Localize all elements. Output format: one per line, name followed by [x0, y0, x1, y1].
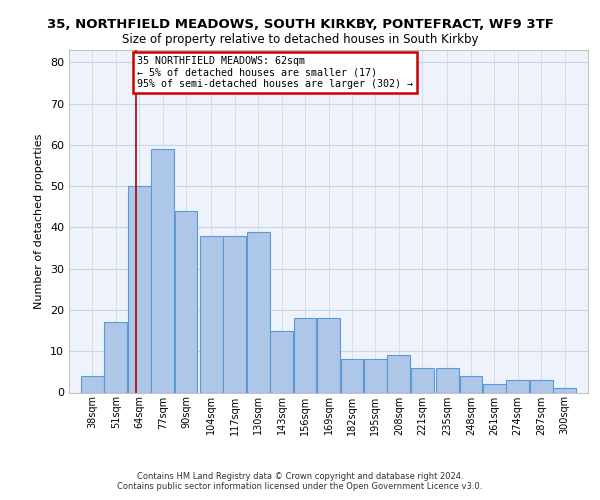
Bar — [317, 318, 340, 392]
Bar — [411, 368, 434, 392]
Text: 35, NORTHFIELD MEADOWS, SOUTH KIRKBY, PONTEFRACT, WF9 3TF: 35, NORTHFIELD MEADOWS, SOUTH KIRKBY, PO… — [47, 18, 553, 30]
Bar — [128, 186, 151, 392]
Bar — [294, 318, 316, 392]
Bar — [553, 388, 576, 392]
Bar — [341, 360, 363, 392]
Bar — [436, 368, 459, 392]
Text: Contains HM Land Registry data © Crown copyright and database right 2024.: Contains HM Land Registry data © Crown c… — [137, 472, 463, 481]
Bar — [104, 322, 127, 392]
Bar — [81, 376, 104, 392]
Text: 35 NORTHFIELD MEADOWS: 62sqm
← 5% of detached houses are smaller (17)
95% of sem: 35 NORTHFIELD MEADOWS: 62sqm ← 5% of det… — [137, 56, 413, 90]
Bar — [270, 330, 293, 392]
Text: Contains public sector information licensed under the Open Government Licence v3: Contains public sector information licen… — [118, 482, 482, 491]
Bar — [247, 232, 269, 392]
Bar — [200, 236, 223, 392]
Bar — [506, 380, 529, 392]
Bar — [364, 360, 387, 392]
Bar — [175, 211, 197, 392]
Bar — [151, 149, 174, 392]
Bar — [223, 236, 246, 392]
Text: Size of property relative to detached houses in South Kirkby: Size of property relative to detached ho… — [122, 32, 478, 46]
Y-axis label: Number of detached properties: Number of detached properties — [34, 134, 44, 309]
Bar — [388, 356, 410, 393]
Bar — [483, 384, 506, 392]
Bar — [460, 376, 482, 392]
Bar — [530, 380, 553, 392]
